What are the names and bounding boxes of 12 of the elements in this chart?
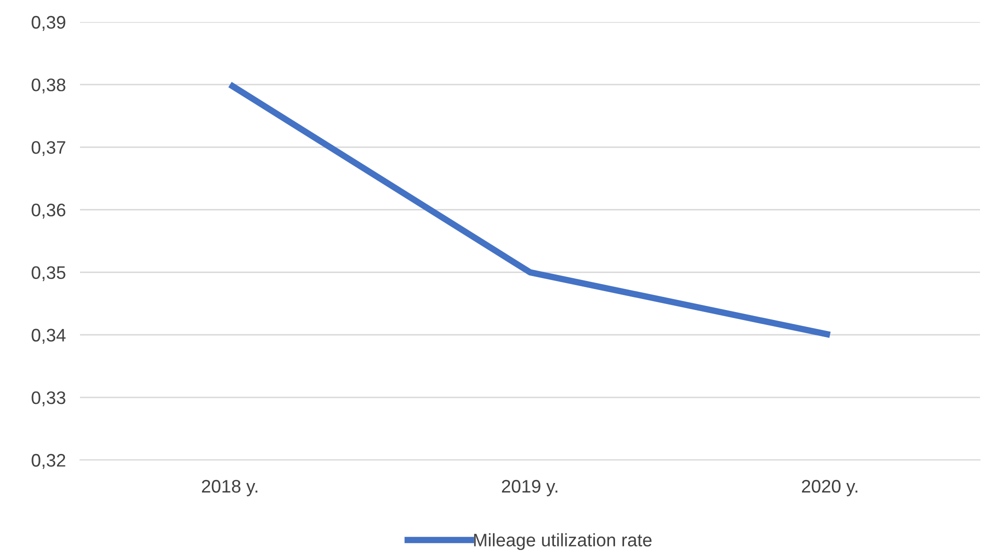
y-tick-label: 0,39 bbox=[32, 16, 66, 31]
y-tick-label: 0,33 bbox=[32, 391, 66, 406]
x-tick-label: 2019 y. bbox=[502, 480, 558, 496]
y-tick-label: 0,38 bbox=[32, 78, 66, 94]
y-tick-label: 0,35 bbox=[32, 266, 66, 282]
x-tick-label: 2020 y. bbox=[802, 480, 858, 496]
x-tick-label: 2018 y. bbox=[202, 480, 258, 496]
y-tick-label: 0,36 bbox=[32, 204, 66, 219]
y-tick-label: 0,32 bbox=[32, 454, 66, 469]
y-tick-label: 0,37 bbox=[32, 141, 66, 156]
y-tick-label: 0,34 bbox=[32, 328, 66, 344]
legend-label: Mileage utilization rate bbox=[474, 533, 652, 550]
